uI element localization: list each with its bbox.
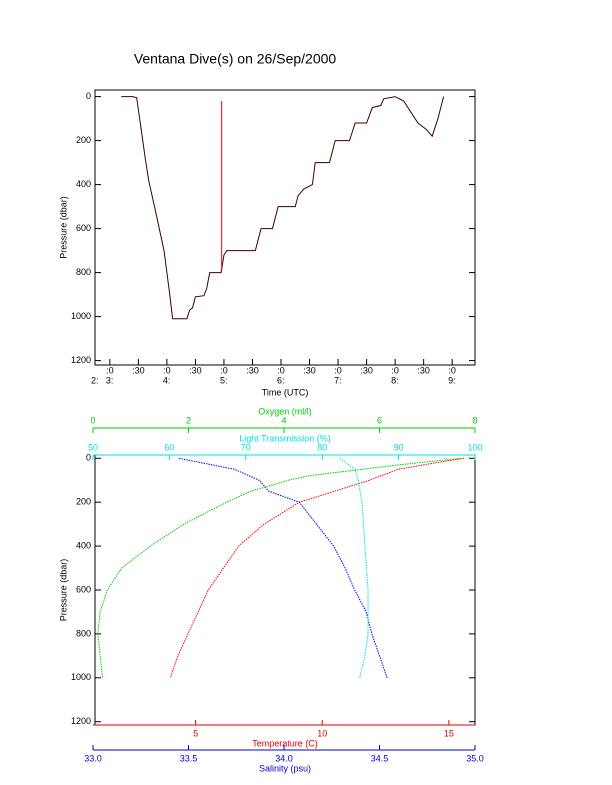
y-tick-label: 0 (86, 453, 91, 463)
x-hour-label: 9: (448, 375, 456, 385)
y-tick-label: 200 (76, 497, 91, 507)
x-tick-label: :0 (220, 365, 228, 375)
x-tick-label: 70 (241, 442, 251, 452)
y-axis-title: Pressure (dbar) (58, 196, 68, 259)
plot-frame (94, 454, 476, 726)
x-tick-label: 50 (88, 442, 98, 452)
x-tick-label: 2 (186, 415, 191, 425)
x-tick-label: 100 (467, 442, 482, 452)
profile-line (97, 457, 461, 678)
x-hour-label: 5: (220, 375, 228, 385)
y-tick-label: 1000 (71, 672, 91, 682)
x-tick-label: 33.0 (84, 753, 102, 763)
x-axis-title: Light Transmission (%) (239, 433, 331, 443)
y-tick-label: 800 (76, 267, 91, 277)
y-axis-title: Pressure (dbar) (58, 559, 68, 622)
x-tick-label: 4 (281, 415, 286, 425)
x-tick-label: 60 (164, 442, 174, 452)
x-tick-label: 34.0 (275, 753, 293, 763)
x-tick-label: 35.0 (466, 753, 484, 763)
y-tick-label: 0 (86, 91, 91, 101)
y-tick-label: 600 (76, 584, 91, 594)
x-tick-label: 33.5 (180, 753, 198, 763)
x-hour-label: 8: (391, 375, 399, 385)
x-tick-label: :0 (391, 365, 399, 375)
profile-line (169, 457, 465, 678)
chart-title: Ventana Dive(s) on 26/Sep/2000 (134, 51, 337, 67)
profile-line (339, 457, 369, 678)
x-hour-label: 3: (106, 375, 114, 385)
x-tick-label: 80 (317, 442, 327, 452)
y-tick-label: 400 (76, 179, 91, 189)
profile-line (178, 457, 388, 678)
x-tick-label: 15 (444, 728, 454, 738)
y-tick-label: 400 (76, 540, 91, 550)
x-tick-label: 5 (193, 728, 198, 738)
x-tick-label: 0 (90, 415, 95, 425)
x-tick-label: :30 (189, 365, 202, 375)
x-tick-label: :0 (277, 365, 285, 375)
x-tick-label: 8 (472, 415, 477, 425)
plot-frame (94, 89, 476, 366)
x-axis-title: Temperature (C) (252, 738, 318, 748)
y-tick-label: 600 (76, 223, 91, 233)
x-axis-title: Time (UTC) (262, 387, 309, 397)
y-tick-label: 200 (76, 135, 91, 145)
x-hour-label: 6: (277, 375, 285, 385)
x-axis-title: Oxygen (ml/l) (258, 406, 312, 416)
x-tick-label: :30 (360, 365, 373, 375)
x-hour-label: 7: (334, 375, 342, 385)
x-tick-label: :30 (303, 365, 316, 375)
x-tick-label: 34.5 (371, 753, 389, 763)
x-hour-label: 4: (163, 375, 171, 385)
x-tick-label: :30 (417, 365, 430, 375)
x-tick-label: :30 (132, 365, 145, 375)
y-tick-label: 1000 (71, 311, 91, 321)
x-tick-label: :30 (246, 365, 259, 375)
y-tick-label: 1200 (71, 716, 91, 726)
x-tick-label: 10 (317, 728, 327, 738)
x-axis-title: Salinity (psu) (259, 763, 311, 773)
x-tick-label: 90 (394, 442, 404, 452)
x-tick-label: :0 (106, 365, 114, 375)
y-tick-label: 1200 (71, 355, 91, 365)
x-tick-label: :0 (334, 365, 342, 375)
x-tick-label: :0 (163, 365, 171, 375)
y-tick-label: 800 (76, 628, 91, 638)
x-tick-label: :0 (448, 365, 456, 375)
x-hour-label: 2: (91, 375, 99, 385)
dive-line (121, 96, 445, 320)
x-tick-label: 6 (377, 415, 382, 425)
